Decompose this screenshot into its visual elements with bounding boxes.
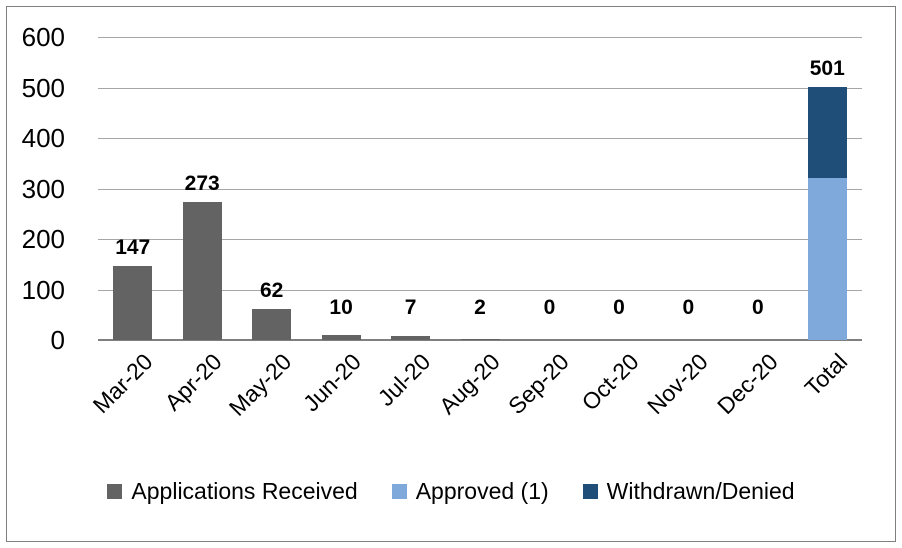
bar-value-label: 0 <box>543 296 556 319</box>
y-tick-label: 100 <box>21 274 65 305</box>
gridline <box>98 289 862 291</box>
bar-value-label: 0 <box>682 296 695 319</box>
x-tick-label: Jun-20 <box>297 348 366 417</box>
legend-swatch-approved-1 <box>391 483 407 499</box>
legend-swatch-applications-received <box>107 483 123 499</box>
x-axis-line <box>98 339 862 341</box>
y-tick-label: 200 <box>21 224 65 254</box>
gridline <box>98 239 862 240</box>
x-tick-label: Jul-20 <box>372 348 436 411</box>
bar-segment-approved-1 <box>807 178 847 340</box>
gridline <box>98 138 862 139</box>
x-tick-label: Oct-20 <box>576 348 644 416</box>
bar-segment-applications-received <box>182 202 222 340</box>
gridline <box>98 37 862 38</box>
y-tick-label: 300 <box>21 173 65 204</box>
x-tick-label: May-20 <box>223 348 297 421</box>
y-tick-label: 500 <box>21 72 65 103</box>
gridline <box>98 188 862 190</box>
legend-label-applications-received: Applications Received <box>131 478 358 504</box>
bar-segment-applications-received <box>460 339 500 340</box>
x-tick-label: Nov-20 <box>642 348 714 420</box>
bar-value-label: 147 <box>115 236 151 259</box>
legend-label-approved-1: Approved (1) <box>415 478 549 504</box>
bar-value-label: 62 <box>259 279 284 302</box>
bar-segment-applications-received <box>391 336 431 340</box>
x-tick-label: Apr-20 <box>159 348 227 416</box>
bar-segment-applications-received <box>321 335 361 340</box>
bar-value-label: 7 <box>404 296 417 319</box>
x-tick-label: Sep-20 <box>503 348 575 420</box>
x-tick-label: Aug-20 <box>433 348 505 420</box>
y-tick-label: 400 <box>21 123 65 153</box>
bar-segment-applications-received <box>252 309 292 340</box>
legend-item-approved-1: Approved (1) <box>391 478 549 504</box>
bar-value-label: 501 <box>809 57 845 80</box>
bar-segment-withdrawn-denied <box>807 87 847 178</box>
bar-value-label: 0 <box>751 296 764 319</box>
bar-value-label: 10 <box>329 296 353 319</box>
x-tick-label: Dec-20 <box>711 348 783 420</box>
gridline <box>98 87 862 89</box>
x-tick-label: Total <box>799 348 852 402</box>
bar-value-label: 2 <box>474 296 486 319</box>
y-tick-label: 0 <box>50 325 65 355</box>
y-tick-label: 600 <box>21 22 65 52</box>
bar-value-label: 273 <box>184 172 220 195</box>
legend-label-withdrawn-denied: Withdrawn/Denied <box>606 478 795 504</box>
chart-frame: Applications Received Approved (1) Withdra… <box>6 6 896 542</box>
bar-value-label: 0 <box>613 296 625 319</box>
legend: Applications Received Approved (1) Withdra… <box>7 478 895 504</box>
legend-item-applications-received: Applications Received <box>107 478 358 504</box>
legend-item-withdrawn-denied: Withdrawn/Denied <box>582 478 795 504</box>
legend-swatch-withdrawn-denied <box>582 483 598 499</box>
x-tick-label: Mar-20 <box>87 348 158 419</box>
bar-segment-applications-received <box>113 266 153 340</box>
